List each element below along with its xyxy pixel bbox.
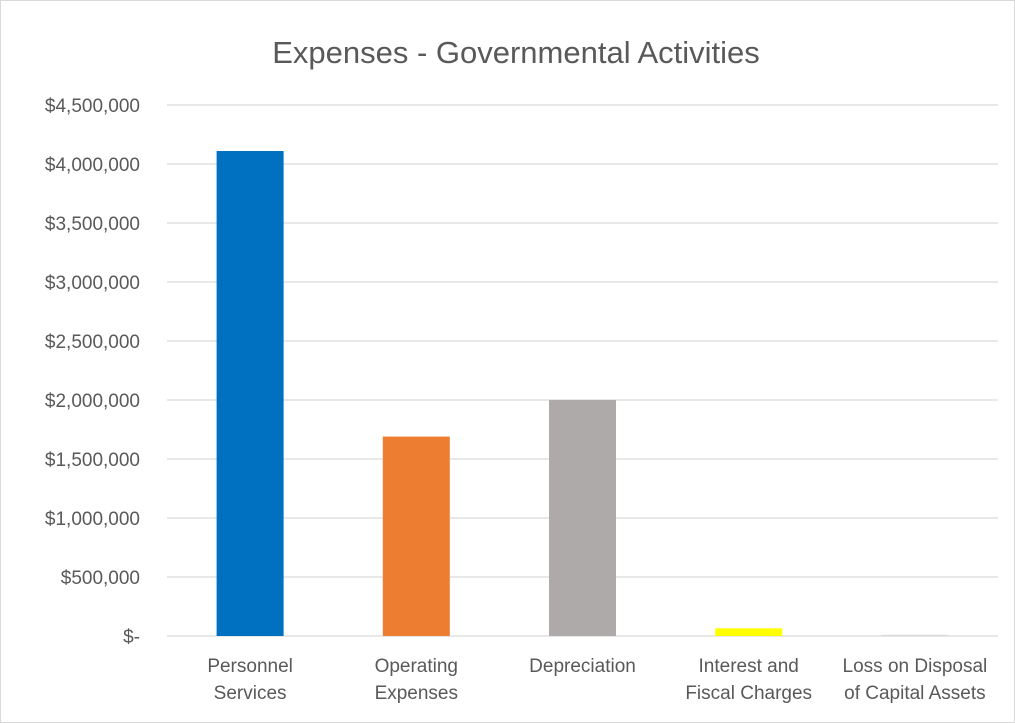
y-tick-label: $500,000: [61, 568, 140, 589]
bar: [216, 151, 284, 636]
x-category-label-line: Depreciation: [529, 656, 636, 677]
x-category-label: Depreciation: [529, 656, 636, 677]
bar: [881, 634, 949, 636]
x-category-label: Interest and Fiscal Charges: [685, 656, 812, 704]
bar: [549, 400, 616, 636]
y-axis-tick-labels: $- $500,000 $1,000,000 $1,500,000 $2,000,000…: [45, 96, 140, 648]
y-tick-label: $4,000,000: [45, 155, 140, 176]
x-category-label-line: Fiscal Charges: [685, 683, 812, 704]
y-tick-label: $3,000,000: [45, 273, 140, 294]
y-tick-label: $4,500,000: [45, 96, 140, 117]
x-category-label: Operating Expenses: [375, 656, 458, 704]
y-tick-label: $2,500,000: [45, 332, 140, 353]
bar: [715, 628, 783, 636]
y-tick-label: $1,000,000: [45, 509, 140, 530]
y-tick-label: $3,500,000: [45, 214, 140, 235]
x-category-label-line: of Capital Assets: [844, 683, 986, 704]
y-tick-label: $-: [123, 627, 140, 648]
x-axis-category-labels: Personnel Services Operating Expenses Deprec…: [207, 656, 987, 704]
y-tick-label: $2,000,000: [45, 391, 140, 412]
x-category-label: Loss on Disposal of Capital Assets: [843, 656, 988, 704]
x-category-label-line: Interest and: [699, 656, 799, 677]
y-tick-label: $1,500,000: [45, 450, 140, 471]
x-category-label: Personnel Services: [207, 656, 293, 704]
bar: [382, 436, 450, 636]
x-category-label-line: Expenses: [375, 683, 458, 704]
x-category-label-line: Loss on Disposal: [843, 656, 988, 677]
chart-title: Expenses - Governmental Activities: [272, 35, 760, 70]
bars: [216, 151, 949, 636]
x-category-label-line: Personnel: [207, 656, 293, 677]
x-category-label-line: Operating: [375, 656, 458, 677]
x-category-label-line: Services: [214, 683, 287, 704]
